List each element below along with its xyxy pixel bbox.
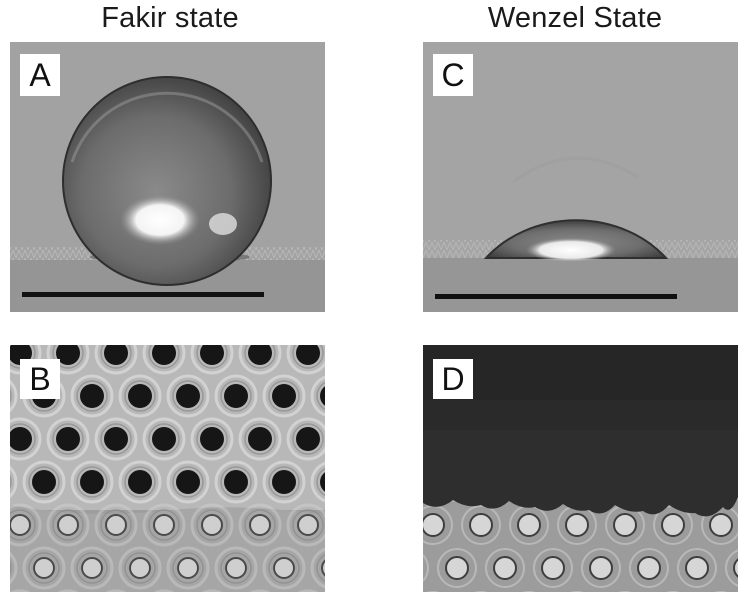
wenzel-droplet-photo xyxy=(423,42,738,312)
panel-label-d: D xyxy=(433,359,473,399)
fakir-state-title: Fakir state xyxy=(101,2,239,34)
fakir-droplet-photo xyxy=(10,42,325,312)
panel-b-surface-image: B xyxy=(10,345,325,592)
panel-label-a: A xyxy=(20,54,60,96)
panel-label-c: C xyxy=(433,54,473,96)
fakir-surface-photo xyxy=(10,345,325,592)
panel-a-droplet-image: A xyxy=(10,42,325,312)
panel-c-droplet-image: C xyxy=(423,42,738,312)
panel-label-b: B xyxy=(20,359,60,399)
wenzel-surface-photo xyxy=(423,345,738,592)
wenzel-state-title: Wenzel State xyxy=(487,2,663,34)
panel-d-surface-image: D xyxy=(423,345,738,592)
